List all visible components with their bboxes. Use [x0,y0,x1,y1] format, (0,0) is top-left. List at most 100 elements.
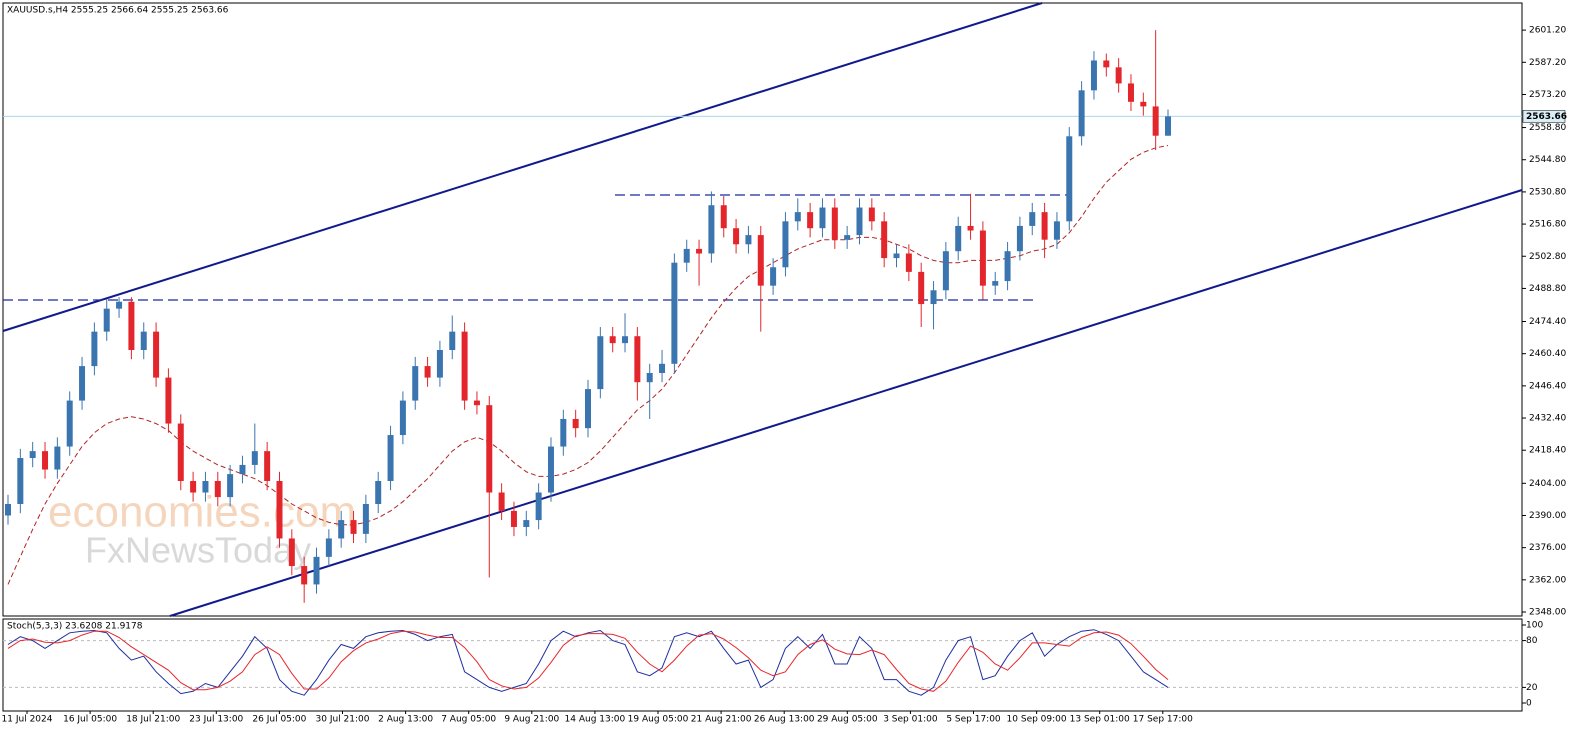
candle-body [856,207,863,236]
candle-body [91,331,98,367]
current-price-box [1522,110,1566,123]
candle-body [140,331,147,351]
x-tick-label: 26 Jul 05:00 [252,715,306,725]
candle-body [844,235,851,240]
x-tick-label: 18 Jul 21:00 [126,715,180,725]
y-tick-label: 2558.80 [1529,123,1566,133]
candle-body [1127,83,1134,102]
candle-body [671,262,678,364]
candle-body [165,377,172,424]
y-tick-label: 2432.40 [1529,414,1566,424]
y-tick-label: 2348.00 [1529,608,1566,618]
candle-body [338,520,345,539]
candle-body [288,538,295,567]
candle-body [622,336,629,344]
candle-body [1140,101,1147,107]
candle-body [720,205,727,229]
candle-body [523,520,530,527]
candle-body [597,336,604,390]
x-tick-label: 2 Aug 13:00 [378,715,433,725]
candle-body [807,212,814,229]
watermark: FxNewsToday [85,530,311,571]
stoch-tick-label: 80 [1526,636,1538,646]
candle-body [708,205,715,254]
candle-body [128,301,135,351]
x-tick-label: 11 Jul 2024 [2,715,53,725]
current-price-label: 2563.66 [1526,112,1567,122]
x-tick-label: 17 Sep 17:00 [1133,715,1193,725]
x-tick-label: 30 Jul 21:00 [316,715,370,725]
candle-body [770,267,777,286]
candle-body [17,458,24,504]
candle-body [1078,90,1085,137]
candle-body [930,290,937,305]
candle-body [1165,116,1171,136]
candle-body [486,405,493,493]
stoch-header: Stoch(5,3,3) 23.6208 21.9178 [7,622,143,632]
candle-body [1090,60,1097,91]
candle-body [1066,136,1073,222]
candle-body [202,481,209,493]
candle-body [967,225,974,231]
y-tick-label: 2530.80 [1529,187,1566,197]
y-tick-label: 2362.00 [1529,575,1566,585]
candle-body [214,481,221,498]
x-tick-label: 14 Aug 13:00 [565,715,626,725]
candle-body [264,451,271,482]
candle-body [412,366,419,401]
candle-body [350,520,357,534]
y-tick-label: 2376.00 [1529,543,1566,553]
candle-body [1053,221,1060,240]
candle-body [609,336,616,344]
candle-body [1115,67,1122,84]
candle-body [868,207,875,222]
candle-body [745,235,752,245]
candle-body [794,212,801,222]
x-tick-label: 13 Sep 01:00 [1070,715,1130,725]
candle-body [696,248,703,254]
candle-body [535,492,542,521]
candle-body [424,366,431,378]
candle-body [1004,251,1011,282]
candle-body [473,400,480,406]
candle-body [1103,60,1110,68]
candle-body [116,301,123,309]
y-tick-label: 2474.40 [1529,317,1566,327]
candle-body [42,451,49,470]
candle-body [313,556,320,585]
x-tick-label: 19 Aug 05:00 [628,715,689,725]
x-tick-label: 9 Aug 21:00 [504,715,559,725]
y-tick-label: 2404.00 [1529,479,1566,489]
x-tick-label: 23 Jul 13:00 [189,715,243,725]
candle-body [251,451,258,465]
candle-body [375,481,382,504]
candle-body [893,253,900,259]
candle-body [547,446,554,493]
stoch-panel [2,618,1523,712]
candle-body [979,230,986,286]
y-tick-label: 2587.20 [1529,58,1566,68]
watermark: economies.com [48,488,356,537]
candle-body [449,331,456,351]
channel-line [169,189,1523,617]
y-tick-label: 2390.00 [1529,511,1566,521]
candle-body [782,221,789,268]
x-tick-label: 21 Aug 21:00 [691,715,752,725]
candle-body [1016,225,1023,252]
y-tick-label: 2516.80 [1529,220,1566,230]
y-tick-label: 2573.20 [1529,90,1566,100]
symbol-header: XAUUSD.s,H4 2555.25 2566.64 2555.25 2563… [7,6,229,16]
y-tick-label: 2418.40 [1529,446,1566,456]
candle-body [153,331,160,378]
y-tick-label: 2446.40 [1529,381,1566,391]
moving-average [7,145,1169,585]
candle-body [905,253,912,272]
candle-body [918,271,925,305]
candle-body [881,221,888,259]
candle-body [1029,212,1036,226]
candle-body [66,400,73,447]
stoch-line [7,630,1169,692]
candle-body [301,566,308,585]
candle-body [510,510,517,527]
